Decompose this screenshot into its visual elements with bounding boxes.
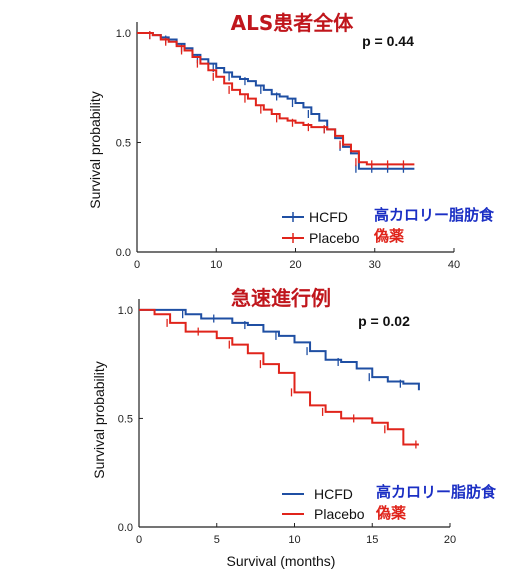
chart-1-legend-placebo-jp: 偽薬 <box>373 227 404 245</box>
chart-1-x-tick-label: 30 <box>369 259 381 271</box>
chart-1-y-tick-label: 0.5 <box>116 137 131 149</box>
chart-2-legend-placebo-jp: 偽薬 <box>375 504 406 522</box>
chart-2-x-tick-label: 0 <box>136 534 142 546</box>
chart-1-x-tick-label: 10 <box>210 259 222 271</box>
chart-2-series-hcfd <box>139 308 420 391</box>
chart-2-y-tick-label: 0.0 <box>118 522 133 534</box>
chart-2-x-tick-label: 15 <box>366 534 378 546</box>
chart-2-x-tick-label: 20 <box>444 534 456 546</box>
chart-1-series-placebo <box>137 31 415 166</box>
chart-1-y-tick-label: 0.0 <box>116 247 131 259</box>
chart-1-y-axis-label: Survival probability <box>87 91 103 209</box>
chart-1-y-tick-label: 1.0 <box>116 28 131 40</box>
chart-2-plot-area: 0 5 10 15 20 0.0 0.5 1.0 <box>118 299 456 546</box>
chart-2-legend-hcfd-label: HCFD <box>314 486 353 502</box>
chart-1-legend-hcfd-label: HCFD <box>309 209 348 225</box>
chart-2-x-axis-label: Survival (months) <box>227 553 336 569</box>
chart-1-pvalue: p = 0.44 <box>362 33 414 49</box>
chart-1: ALS患者全体 p = 0.44 Survival probability 0 1… <box>87 11 495 271</box>
chart-2-x-tick-label: 5 <box>214 534 220 546</box>
chart-1-x-tick-label: 40 <box>448 259 460 271</box>
chart-1-series-hcfd <box>137 31 415 170</box>
chart-2: 急速進行例 p = 0.02 Survival probability Surv… <box>91 286 497 569</box>
chart-1-title: ALS患者全体 <box>231 11 355 35</box>
chart-2-legend-hcfd-jp: 高カロリー脂肪食 <box>376 483 497 501</box>
chart-2-x-tick-label: 10 <box>288 534 300 546</box>
chart-2-legend: HCFD 高カロリー脂肪食 Placebo 偽薬 <box>282 483 497 522</box>
chart-2-legend-placebo-label: Placebo <box>314 506 365 522</box>
chart-2-y-axis-label: Survival probability <box>91 361 107 479</box>
chart-1-x-tick-label: 20 <box>289 259 301 271</box>
chart-1-legend-placebo-label: Placebo <box>309 230 360 246</box>
chart-1-legend: HCFD 高カロリー脂肪食 Placebo 偽薬 <box>282 206 495 246</box>
chart-2-title: 急速進行例 <box>231 286 331 310</box>
chart-1-legend-hcfd-jp: 高カロリー脂肪食 <box>374 206 495 224</box>
chart-1-x-tick-label: 0 <box>134 259 140 271</box>
chart-2-y-tick-label: 1.0 <box>118 305 133 317</box>
chart-1-plot-area: 0 10 20 30 40 0.0 0.5 1.0 <box>116 22 460 271</box>
chart-2-series-placebo <box>139 308 419 446</box>
chart-2-y-tick-label: 0.5 <box>118 413 133 425</box>
chart-2-pvalue: p = 0.02 <box>358 313 410 329</box>
